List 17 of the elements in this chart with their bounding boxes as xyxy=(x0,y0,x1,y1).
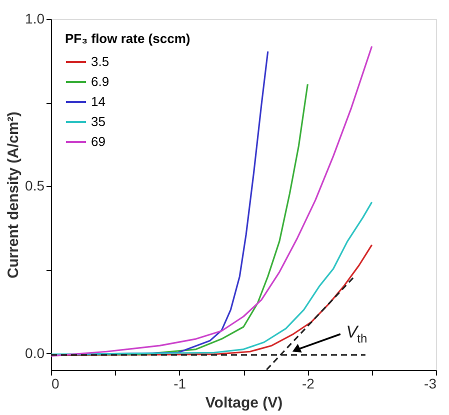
legend-title: PF₃ flow rate (sccm) xyxy=(65,31,190,46)
x-tick-label: -3 xyxy=(424,376,437,392)
x-tick-label: -2 xyxy=(302,376,315,392)
legend-label: 69 xyxy=(91,134,106,149)
y-tick-label: 1.0 xyxy=(25,10,45,26)
legend-label: 14 xyxy=(91,94,106,109)
y-axis-title: Current density (A/cm²) xyxy=(5,112,22,278)
legend-label: 3.5 xyxy=(91,54,110,69)
x-axis-title: Voltage (V) xyxy=(205,394,283,412)
x-tick-label: 0 xyxy=(52,376,60,392)
legend-label: 35 xyxy=(91,114,106,129)
legend-label: 6.9 xyxy=(91,74,110,89)
line-series xyxy=(51,201,373,356)
y-tick-label: 0.0 xyxy=(25,344,45,361)
x-tick-label: -1 xyxy=(174,376,186,392)
y-tick-label: 0.5 xyxy=(25,178,45,194)
line-series xyxy=(51,46,373,357)
